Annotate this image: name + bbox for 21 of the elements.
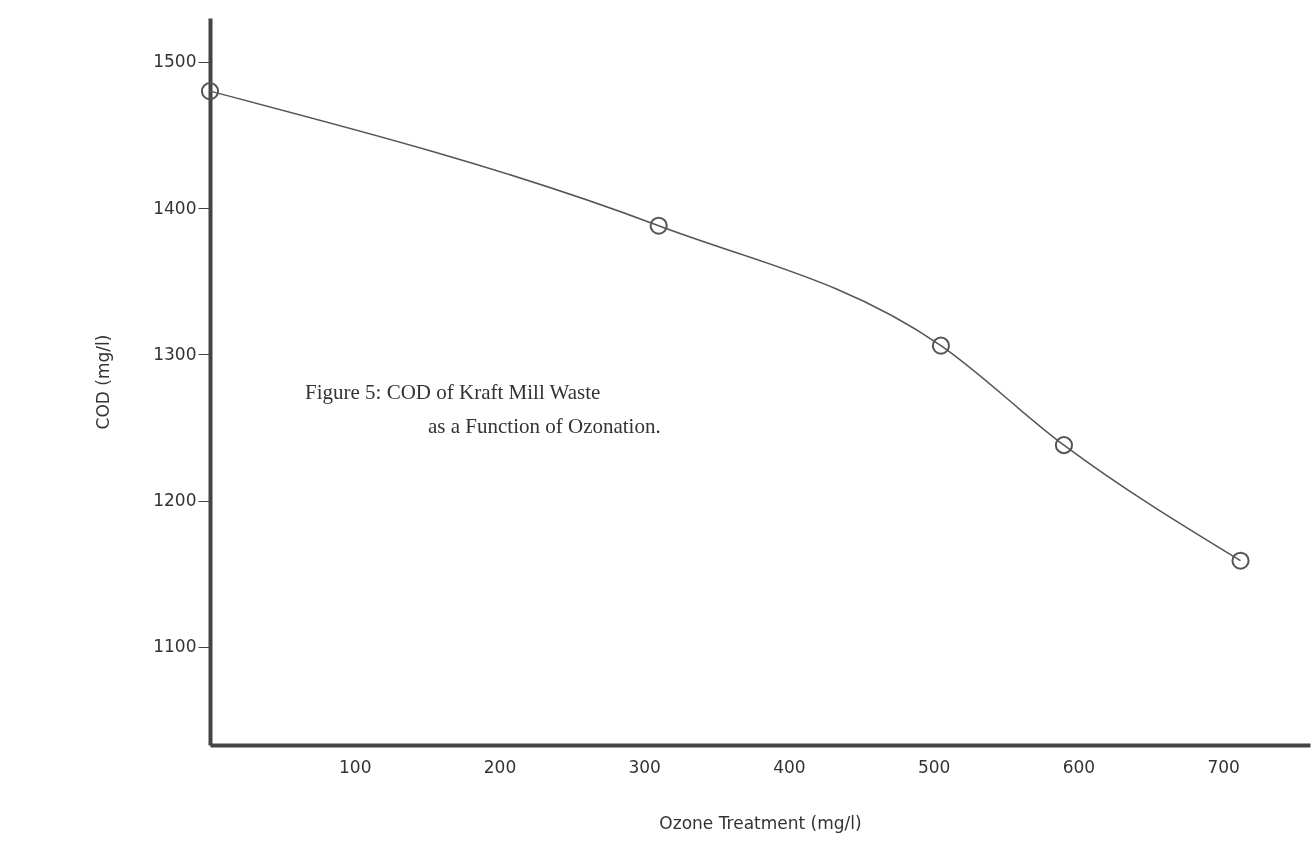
y-tick-label: 1300 [153, 343, 197, 364]
x-tick-label: 400 [773, 756, 806, 777]
point [1054, 436, 1074, 455]
point [200, 82, 220, 101]
y-tick-label: 1500 [153, 51, 197, 72]
y-tick-label: 1200 [153, 490, 197, 511]
point [1231, 551, 1250, 570]
x-tick-label: 300 [628, 756, 661, 777]
y-axis-title: COD (mg/l) [93, 334, 114, 430]
x-tick-label: 200 [483, 756, 517, 777]
x-tick-label: 500 [917, 756, 951, 777]
y-tick-label: 1400 [153, 197, 197, 218]
x-tick-label: 600 [1062, 756, 1096, 777]
x-tick-label: 700 [1207, 756, 1240, 777]
annotation: Figure 5: COD of Kraft Mill Waste [305, 380, 601, 404]
point [649, 216, 668, 235]
x-axis-title: Ozone Treatment (mg/l) [659, 812, 862, 833]
point [931, 336, 950, 355]
x-tick-label: 100 [339, 756, 372, 777]
y-tick-label: 1100 [153, 636, 197, 657]
annotation: as a Function of Ozonation. [428, 414, 661, 438]
